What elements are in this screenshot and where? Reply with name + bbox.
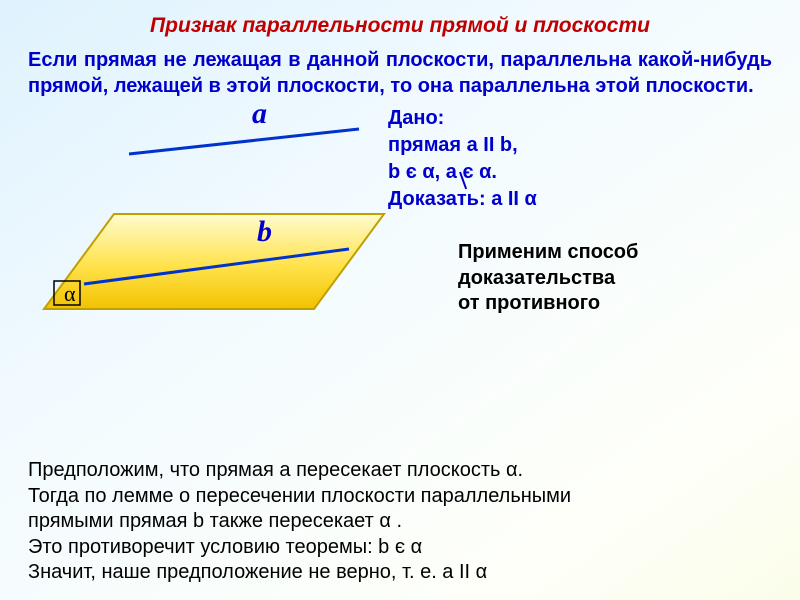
line-a: [129, 129, 359, 154]
mid-region: α a b Дано: прямая a II b, b є α, a є α.…: [28, 105, 772, 355]
method-l1: Применим способ: [458, 240, 638, 266]
slide-title: Признак параллельности прямой и плоскост…: [28, 14, 772, 38]
given-line-3: b є α, a є α.: [388, 159, 537, 186]
given-l3-pre: b є α, a: [388, 161, 462, 183]
method-block: Применим способ доказательства от против…: [458, 240, 638, 317]
method-l2: доказательства: [458, 266, 638, 292]
proof-l3: прямыми прямая b также пересекает α .: [28, 509, 772, 535]
given-line-4: Доказать: a II α: [388, 186, 537, 213]
proof-block: Предположим, что прямая а пересекает пло…: [28, 458, 772, 586]
proof-l5: Значит, наше предположение не верно, т. …: [28, 560, 772, 586]
label-a: a: [252, 99, 267, 130]
slide-root: Признак параллельности прямой и плоскост…: [0, 0, 800, 600]
not-element-of-icon: є: [462, 159, 473, 186]
given-l3-post: α.: [474, 161, 497, 183]
alpha-label: α: [64, 281, 76, 306]
method-l3: от противного: [458, 291, 638, 317]
plane-alpha: [44, 214, 384, 309]
given-line-2: прямая a II b,: [388, 132, 537, 159]
theorem-text: Если прямая не лежащая в данной плоскост…: [28, 48, 772, 99]
given-block: Дано: прямая a II b, b є α, a є α. Доказ…: [388, 105, 537, 213]
geometry-diagram: α a b: [24, 99, 404, 349]
proof-l1: Предположим, что прямая а пересекает пло…: [28, 458, 772, 484]
label-b: b: [257, 215, 272, 248]
proof-l2: Тогда по лемме о пересечении плоскости п…: [28, 484, 772, 510]
proof-l4: Это противоречит условию теоремы: b є α: [28, 535, 772, 561]
given-line-1: Дано:: [388, 105, 537, 132]
